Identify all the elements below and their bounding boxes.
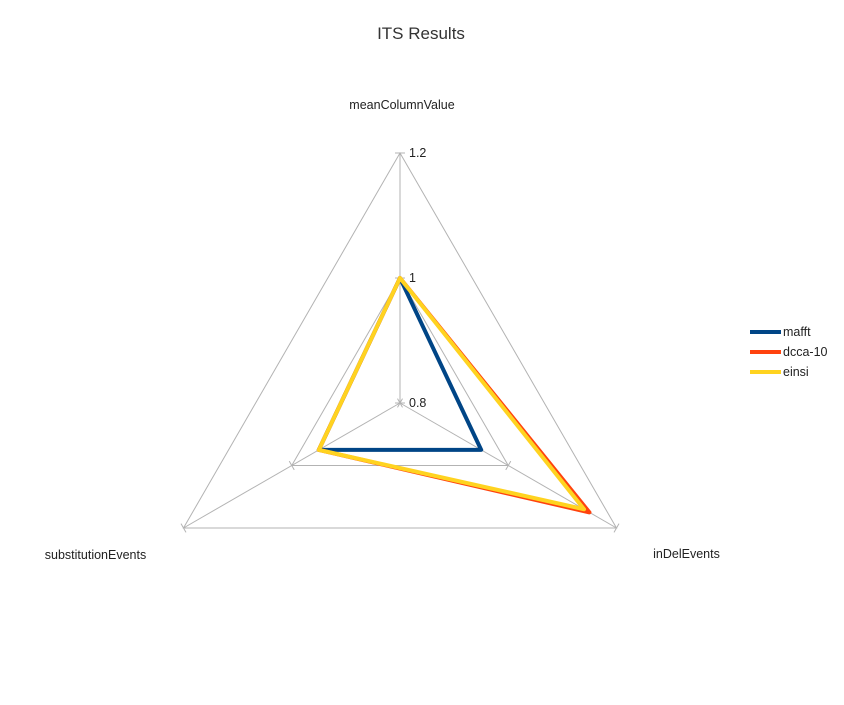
legend-label-dcca-10: dcca-10 [783, 345, 828, 359]
tick-mark [288, 460, 295, 471]
series-einsi [316, 276, 587, 512]
chart-title: ITS Results [377, 24, 465, 43]
radar-grid [180, 151, 620, 533]
legend-label-mafft: mafft [783, 325, 811, 339]
axis-label-substitution-events: substitutionEvents [45, 548, 146, 562]
legend-label-einsi: einsi [783, 365, 809, 379]
tick-mark [613, 523, 620, 533]
legend: mafft dcca-10 einsi [750, 325, 828, 379]
tick-label: 1 [409, 271, 416, 285]
tick-mark [180, 523, 187, 533]
radial-ticks: 0.8 1 1.2 [409, 146, 426, 410]
tick-label: 1.2 [409, 146, 426, 160]
axis-labels: meanColumnValue inDelEvents substitutionEv… [45, 98, 720, 562]
grid-ring [290, 276, 510, 466]
series-polygons [316, 276, 592, 515]
tick-mark [505, 460, 512, 471]
tick-label: 0.8 [409, 396, 426, 410]
grid-ring [182, 151, 618, 529]
tick-mark [397, 398, 403, 408]
axis-label-in-del-events: inDelEvents [653, 547, 720, 561]
axis-label-mean-column-value: meanColumnValue [349, 98, 454, 112]
